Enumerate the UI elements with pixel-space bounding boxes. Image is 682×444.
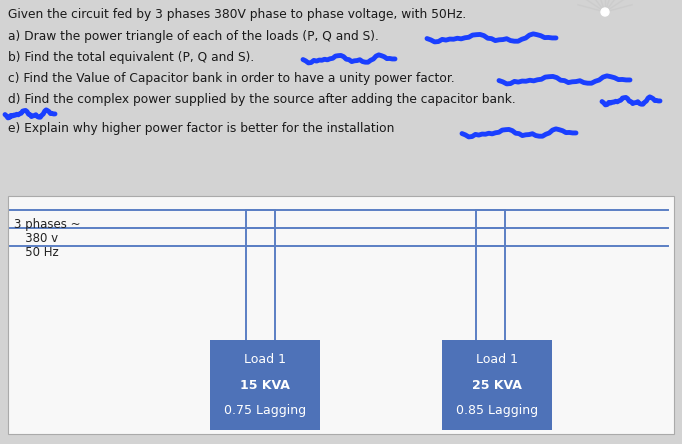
Text: c) Find the Value of Capacitor bank in order to have a unity power factor.: c) Find the Value of Capacitor bank in o… — [8, 72, 455, 85]
Text: 25 KVA: 25 KVA — [472, 378, 522, 392]
Text: 0.75 Lagging: 0.75 Lagging — [224, 404, 306, 417]
Bar — [210, 340, 320, 430]
Text: d) Find the complex power supplied by the source after adding the capacitor bank: d) Find the complex power supplied by th… — [8, 93, 516, 106]
Text: 50 Hz: 50 Hz — [14, 246, 59, 258]
FancyBboxPatch shape — [8, 196, 674, 434]
Text: Load 1: Load 1 — [244, 353, 286, 366]
Text: Load 1: Load 1 — [476, 353, 518, 366]
Text: 0.85 Lagging: 0.85 Lagging — [456, 404, 538, 417]
Text: e) Explain why higher power factor is better for the installation: e) Explain why higher power factor is be… — [8, 122, 394, 135]
Text: 380 v: 380 v — [14, 231, 58, 245]
Text: Given the circuit fed by 3 phases 380V phase to phase voltage, with 50Hz.: Given the circuit fed by 3 phases 380V p… — [8, 8, 466, 21]
Text: 3 phases ~: 3 phases ~ — [14, 218, 80, 230]
Text: 15 KVA: 15 KVA — [240, 378, 290, 392]
Circle shape — [601, 8, 609, 16]
Text: a) Draw the power triangle of each of the loads (P, Q and S).: a) Draw the power triangle of each of th… — [8, 30, 379, 43]
Bar — [442, 340, 552, 430]
Text: b) Find the total equivalent (P, Q and S).: b) Find the total equivalent (P, Q and S… — [8, 51, 254, 64]
